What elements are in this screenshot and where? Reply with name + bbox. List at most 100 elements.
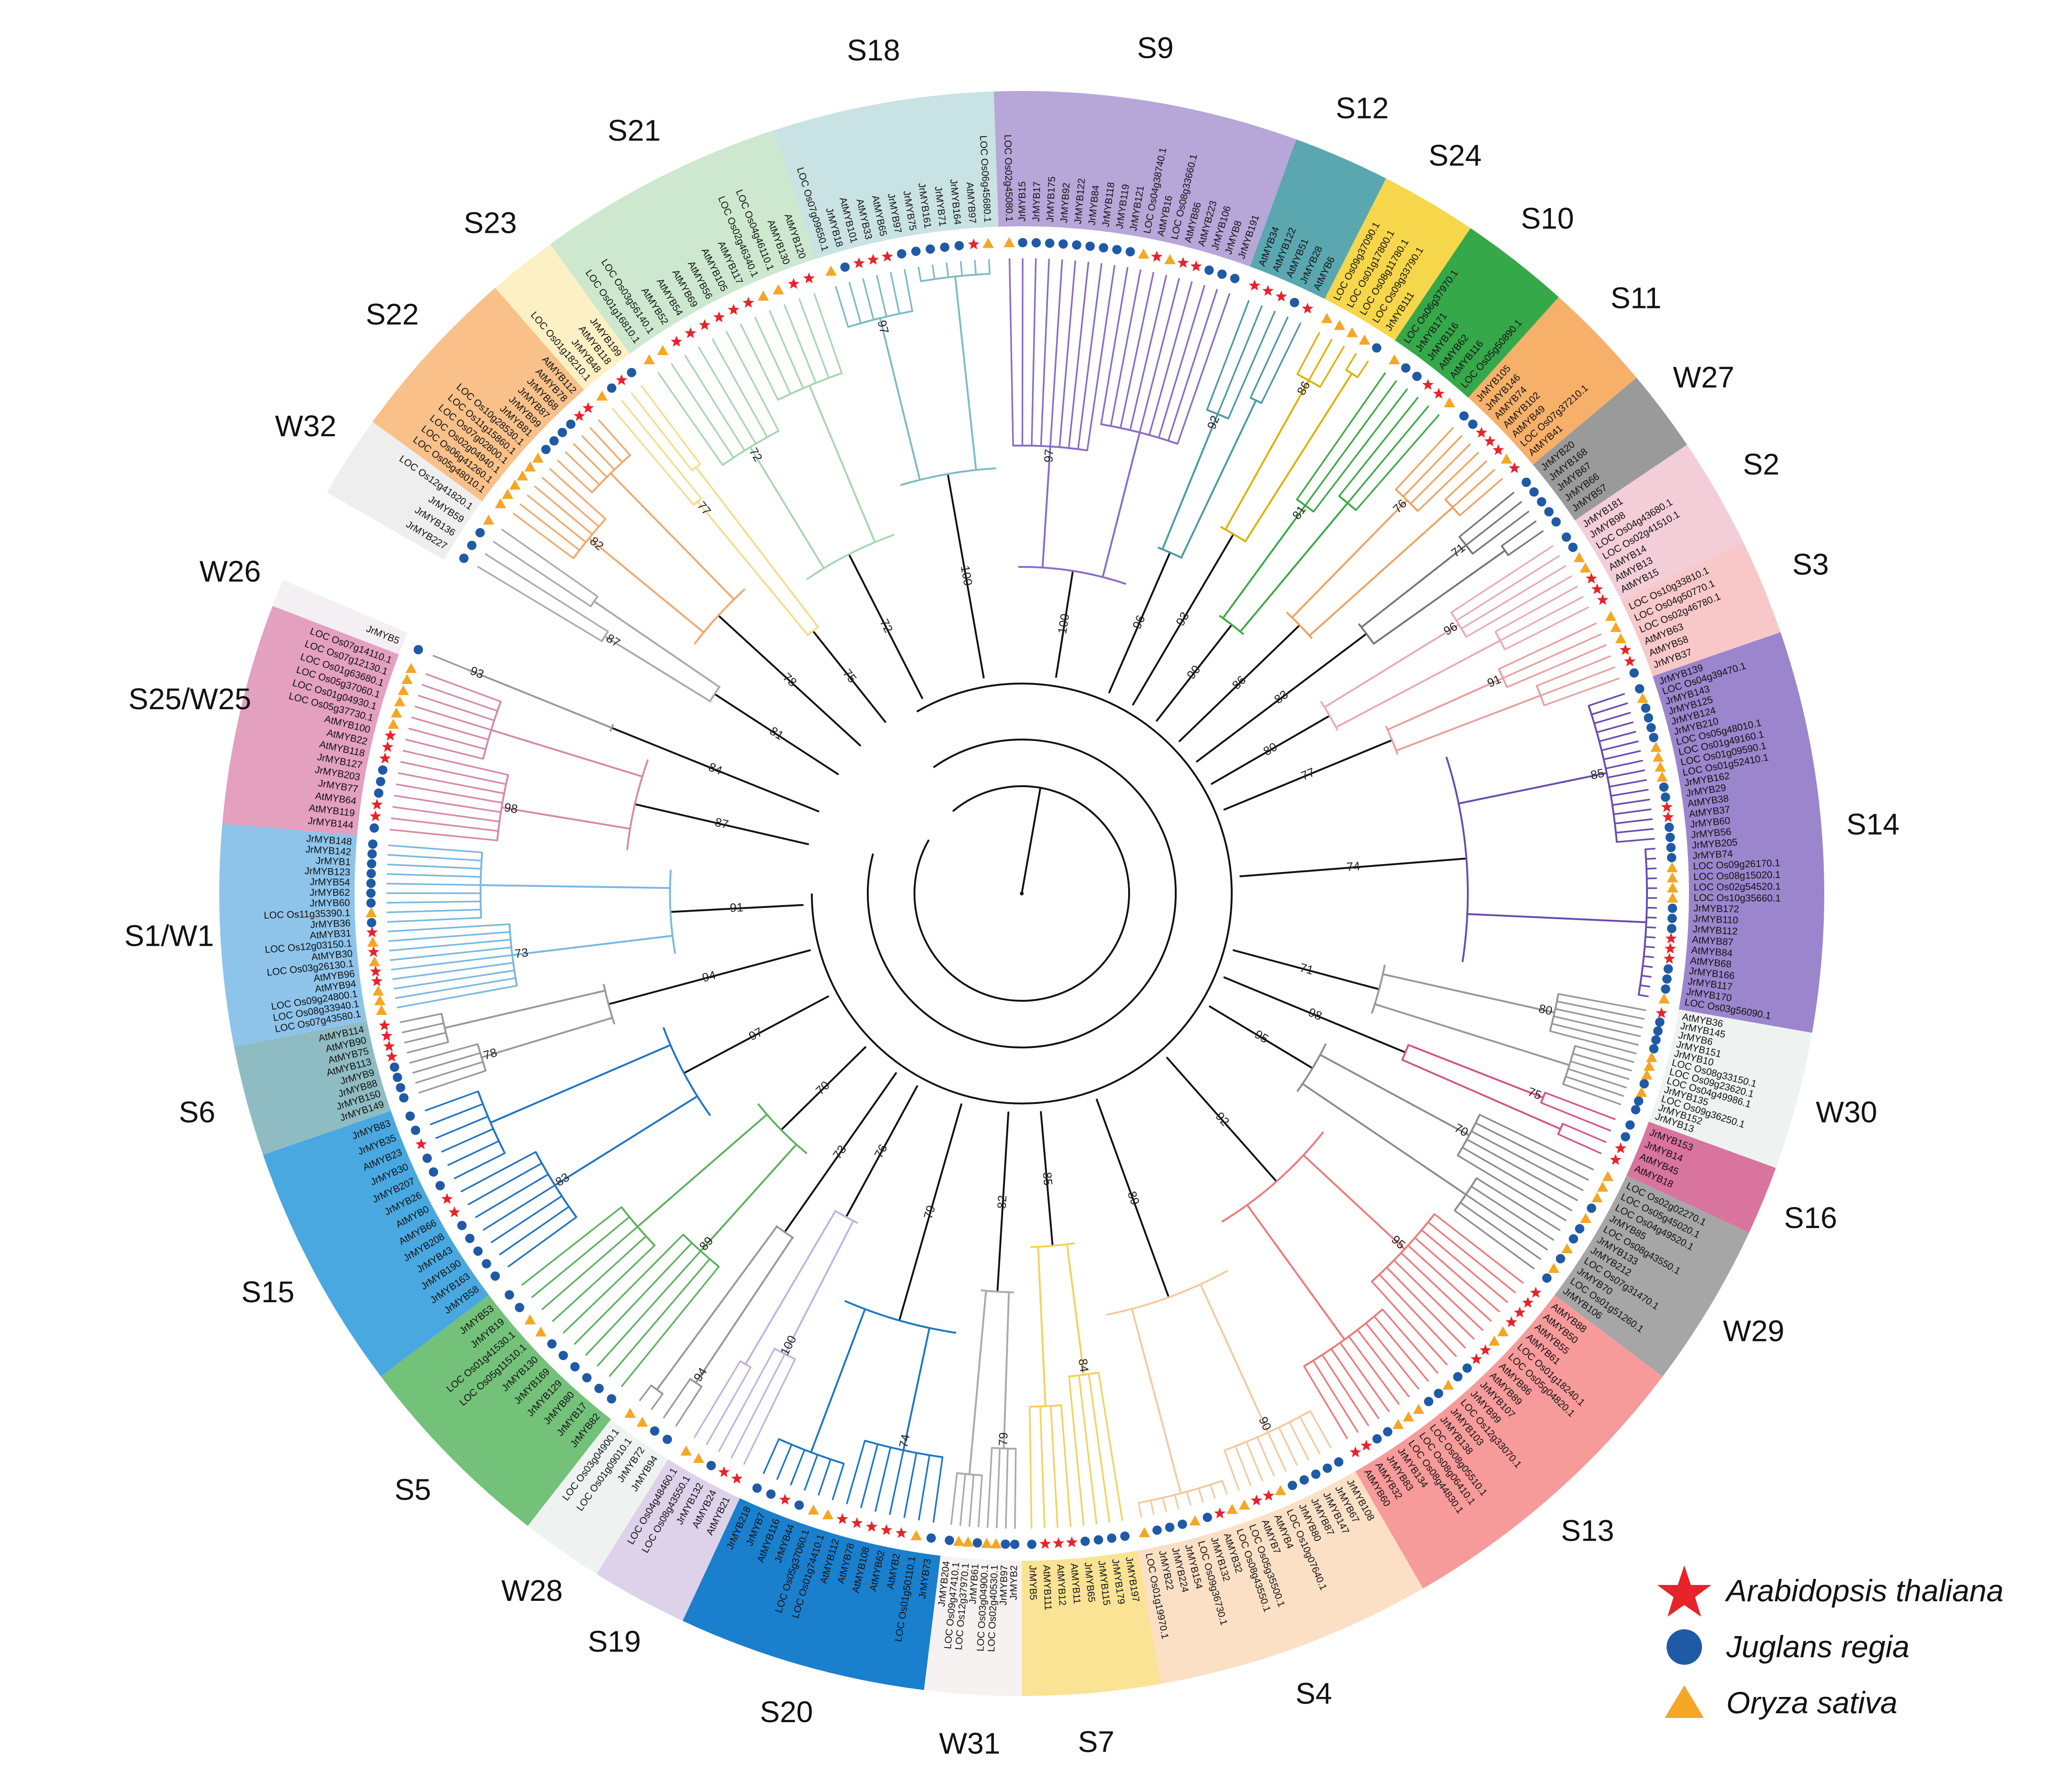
leaf-branch [1616,838,1655,843]
leaf-branch [1378,1273,1457,1357]
leaf-branch [621,1265,720,1387]
subclade-branch [1374,1003,1570,1066]
clade-color-ring [219,91,1824,1696]
clade-stem [634,803,809,845]
leaf-branch [386,900,481,904]
clade-arc [1157,546,1183,559]
juglans-circle-icon [1649,733,1659,742]
juglans-circle-icon [766,1489,776,1499]
clade-label: S3 [1793,548,1829,581]
arabidopsis-star-icon [968,238,980,250]
leaf-branch [1400,1252,1484,1331]
juglans-circle-icon [1045,238,1054,248]
leaf-branch [387,854,482,862]
subclade-branch [744,1210,837,1366]
subclade-branch [554,1095,698,1187]
leaf-label: JrMYB36 [310,918,351,930]
leaf-branch [406,1041,449,1054]
leaf-branch [1596,721,1634,733]
leaf-branch [639,1384,652,1401]
bootstrap-value: 85 [1589,766,1605,782]
leaf-branch [1535,655,1612,687]
juglans-circle-icon [490,1271,500,1281]
clade-stem [1223,976,1407,1054]
leaf-label: JrMYB62 [310,887,350,898]
oryza-triangle-icon [680,1445,692,1456]
oryza-triangle-icon [1334,320,1346,330]
leaf-branch [1591,702,1628,716]
oryza-triangle-icon [1239,1499,1250,1510]
leaf-branch [1470,1130,1584,1191]
leaf-branch [1371,1280,1448,1366]
oryza-triangle-icon [1573,552,1585,562]
juglans-circle-icon [944,1536,954,1545]
leaf-branch [1256,1436,1275,1477]
clade-arc [900,467,997,486]
subclade-branch [1458,772,1608,805]
leaf-branch [1050,1405,1059,1528]
leaf-branch [399,1012,443,1023]
juglans-circle-icon [1641,703,1651,713]
arabidopsis-star-icon [573,410,586,421]
subclade-branch [593,600,720,688]
oryza-triangle-icon [502,489,514,499]
juglans-circle-icon [1401,363,1410,373]
oryza-triangle-icon [1667,872,1678,883]
subclade-arc [1588,705,1618,842]
leaf-branch [1386,1266,1466,1349]
clade-arc [663,1027,712,1117]
arabidopsis-star-icon [1360,1439,1372,1451]
juglans-circle-icon [366,898,376,908]
legend-item-juglans: Juglans regia [1667,1629,1910,1665]
arabidopsis-star-icon [837,1513,848,1524]
subclade-arc [722,430,779,466]
leaf-branch [430,1103,484,1125]
oryza-triangle-icon [1548,1263,1560,1273]
leaf-branch [414,705,492,731]
oryza-triangle-icon [1650,741,1662,752]
leaf-branch [1444,460,1487,501]
subclade-branch [480,884,671,889]
subclade-branch [481,1017,614,1059]
arabidopsis-star-icon [1610,1154,1622,1165]
clade-band [1621,542,1781,677]
leaf-branch [1303,1365,1348,1439]
oryza-triangle-icon [1321,313,1332,323]
oryza-triangle-icon [374,995,386,1005]
oryza-triangle-icon [1605,611,1617,621]
clade-arc [1030,1242,1075,1248]
juglans-circle-icon [1217,269,1227,279]
leaf-branch [986,1447,993,1528]
clade-band [372,287,584,502]
oryza-triangle-icon [1658,993,1670,1004]
leaf-branch [612,407,695,506]
subclade-branch [1199,1283,1270,1433]
clade-label: S14 [1846,807,1899,841]
clade-band [596,1459,740,1621]
subclade-branch [588,537,705,634]
juglans-circle-icon [1667,914,1677,923]
juglans-circle-icon [840,262,850,272]
leaf-branch [565,451,600,486]
clade-label: S11 [1611,281,1661,315]
leaf-branch [598,419,631,456]
juglans-circle-icon [663,1434,672,1444]
leaf-branch [534,485,593,536]
leaf-branch [392,806,501,823]
leaf-branch [1606,769,1645,779]
arabidopsis-star-icon [698,319,711,330]
leaf-branch [388,845,483,853]
leaf-branch [1549,1030,1637,1054]
leaf-branch [400,761,507,785]
leaf-branch [574,1234,684,1345]
leaf-branch [391,954,513,970]
subclade-branch [1373,549,1506,645]
juglans-circle-icon [1424,1396,1434,1406]
leaf-branch [1543,677,1620,706]
juglans-circle-icon [972,1538,982,1548]
leaf-branch [1077,263,1102,450]
juglans-circle-icon [1659,782,1669,792]
leaf-branch [531,1216,630,1298]
clade-arc [775,1225,795,1239]
